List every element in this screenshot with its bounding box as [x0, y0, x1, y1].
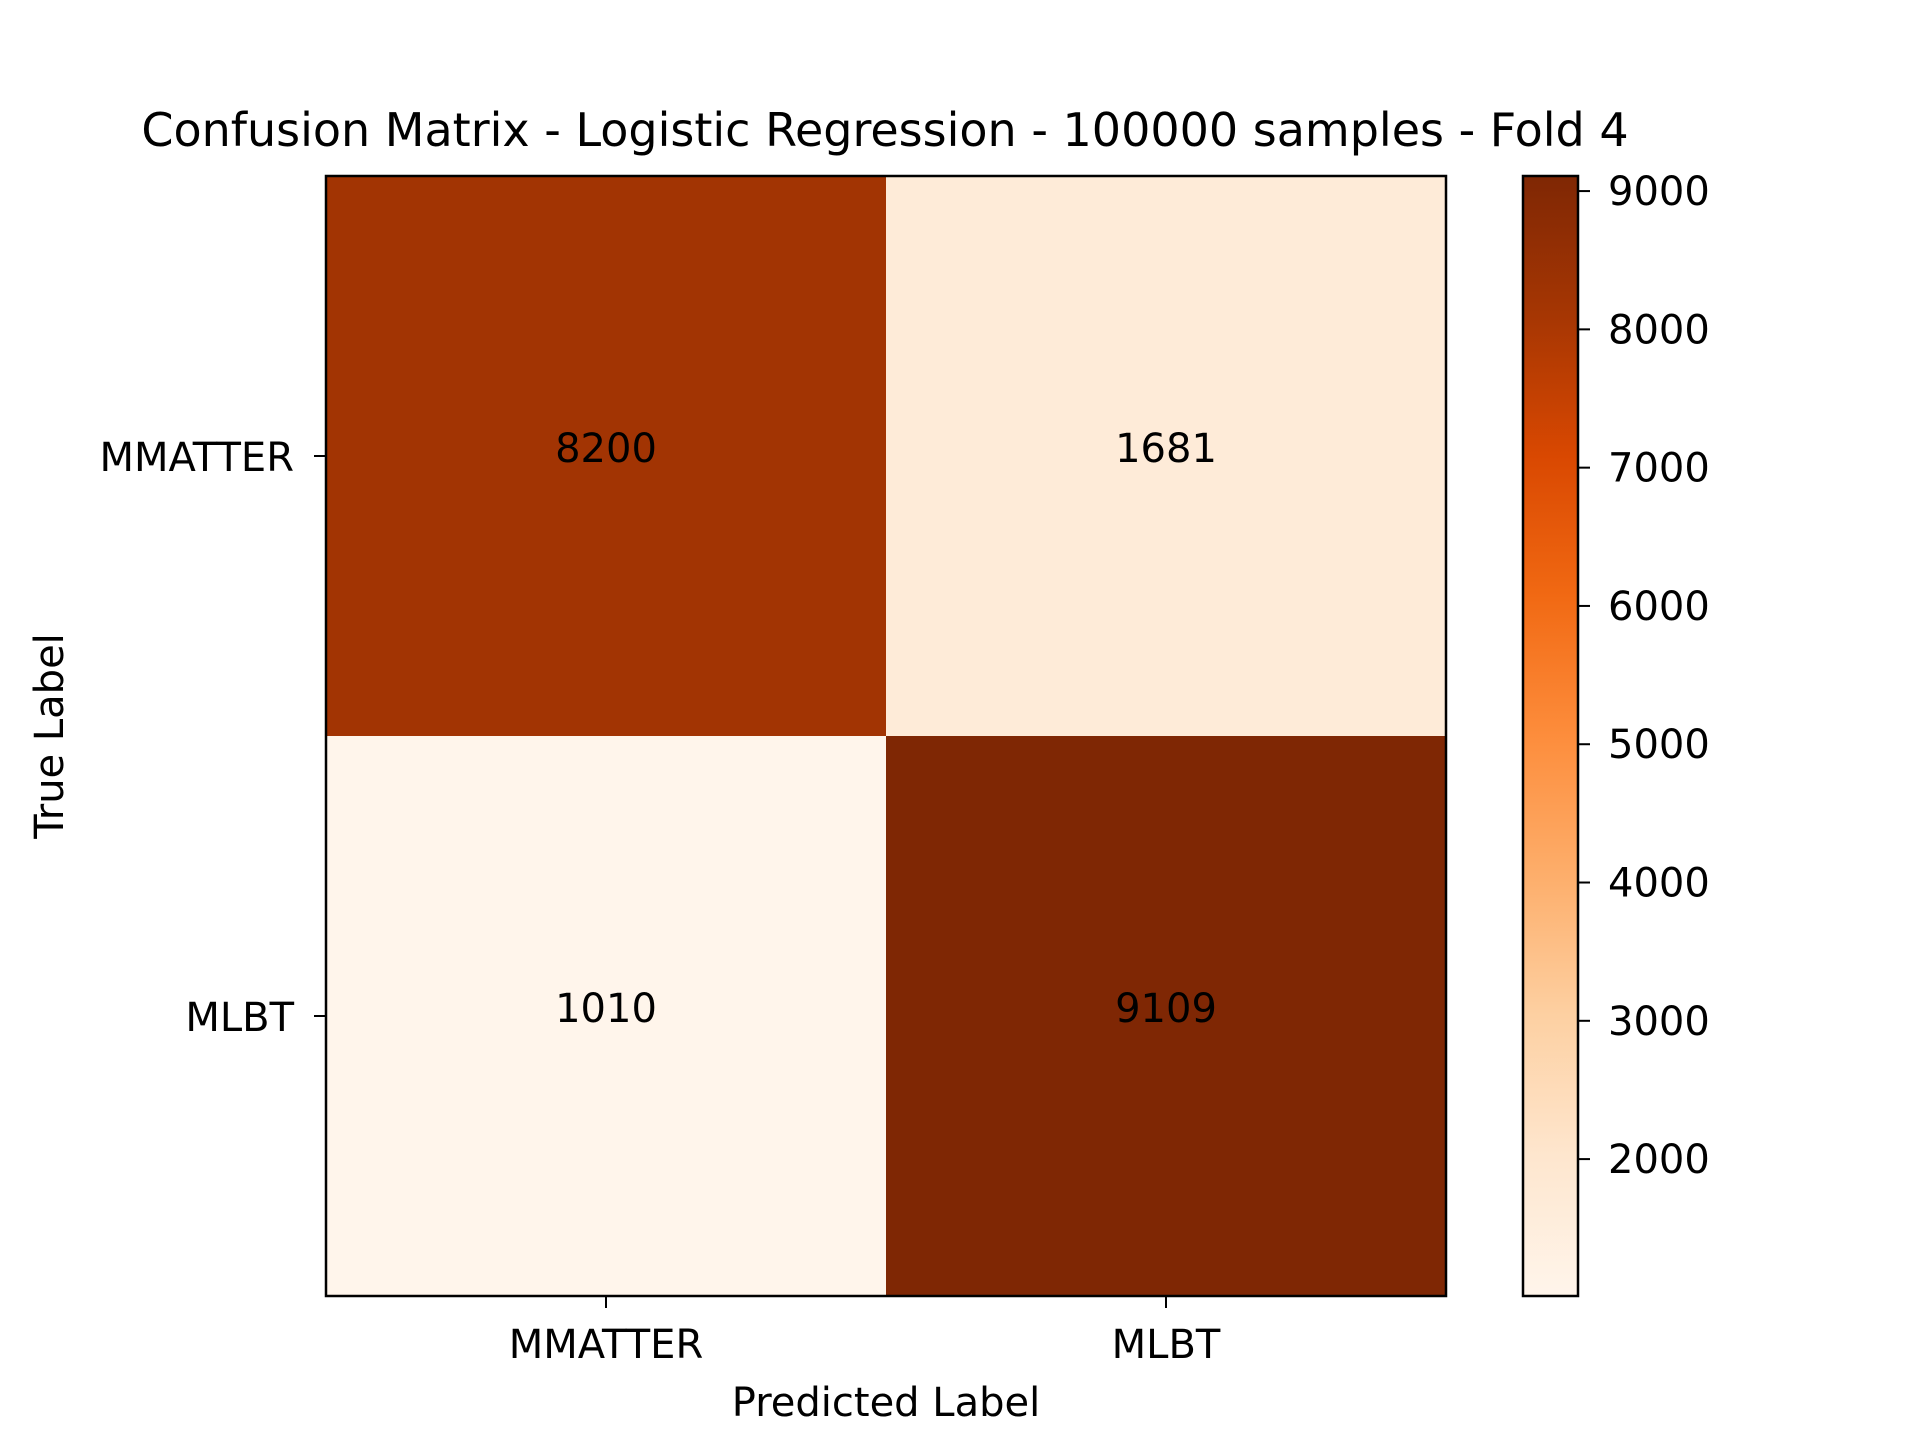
colorbar-tick-label: 6000: [1608, 584, 1710, 630]
heatmap-cell-r1-c1: [886, 736, 1446, 1296]
heatmap-cells: [326, 176, 1446, 1296]
cell-value-r0-c1: 1681: [1115, 426, 1217, 472]
cell-value-r1-c1: 9109: [1115, 986, 1217, 1032]
x-tick-label: MMATTER: [509, 1322, 704, 1368]
cell-value-labels: 8200 1681 1010 9109: [555, 426, 1217, 1032]
plot-frame: [324, 174, 1448, 1298]
y-axis-ticks: MMATTER MLBT: [99, 435, 326, 1041]
colorbar-ticks: 2000 3000 4000 5000 6000 7000 8000 9000: [1578, 169, 1710, 1183]
colorbar-tick-label: 5000: [1608, 722, 1710, 768]
x-tick-label: MLBT: [1112, 1322, 1221, 1368]
colorbar-tick-label: 2000: [1608, 1137, 1710, 1183]
colorbar-tick-label: 9000: [1608, 169, 1710, 215]
cell-value-r0-c0: 8200: [555, 426, 657, 472]
x-axis-ticks: MMATTER MLBT: [509, 1296, 1221, 1368]
heatmap-cell-r0-c1: [886, 176, 1446, 736]
heatmap-cell-r0-c0: [326, 176, 886, 736]
y-axis-label: True Label: [27, 633, 73, 840]
y-tick-label: MLBT: [185, 995, 294, 1041]
colorbar-tick-label: 3000: [1608, 999, 1710, 1045]
cell-value-r1-c0: 1010: [555, 986, 657, 1032]
colorbar-tick-label: 8000: [1608, 307, 1710, 353]
colorbar-tick-label: 7000: [1608, 446, 1710, 492]
chart-title: Confusion Matrix - Logistic Regression -…: [141, 103, 1628, 157]
colorbar-tick-label: 4000: [1608, 861, 1710, 907]
y-tick-label: MMATTER: [99, 435, 294, 481]
x-axis-label: Predicted Label: [732, 1380, 1040, 1426]
colorbar: [1521, 174, 1580, 1298]
heatmap-cell-r1-c0: [326, 736, 886, 1296]
